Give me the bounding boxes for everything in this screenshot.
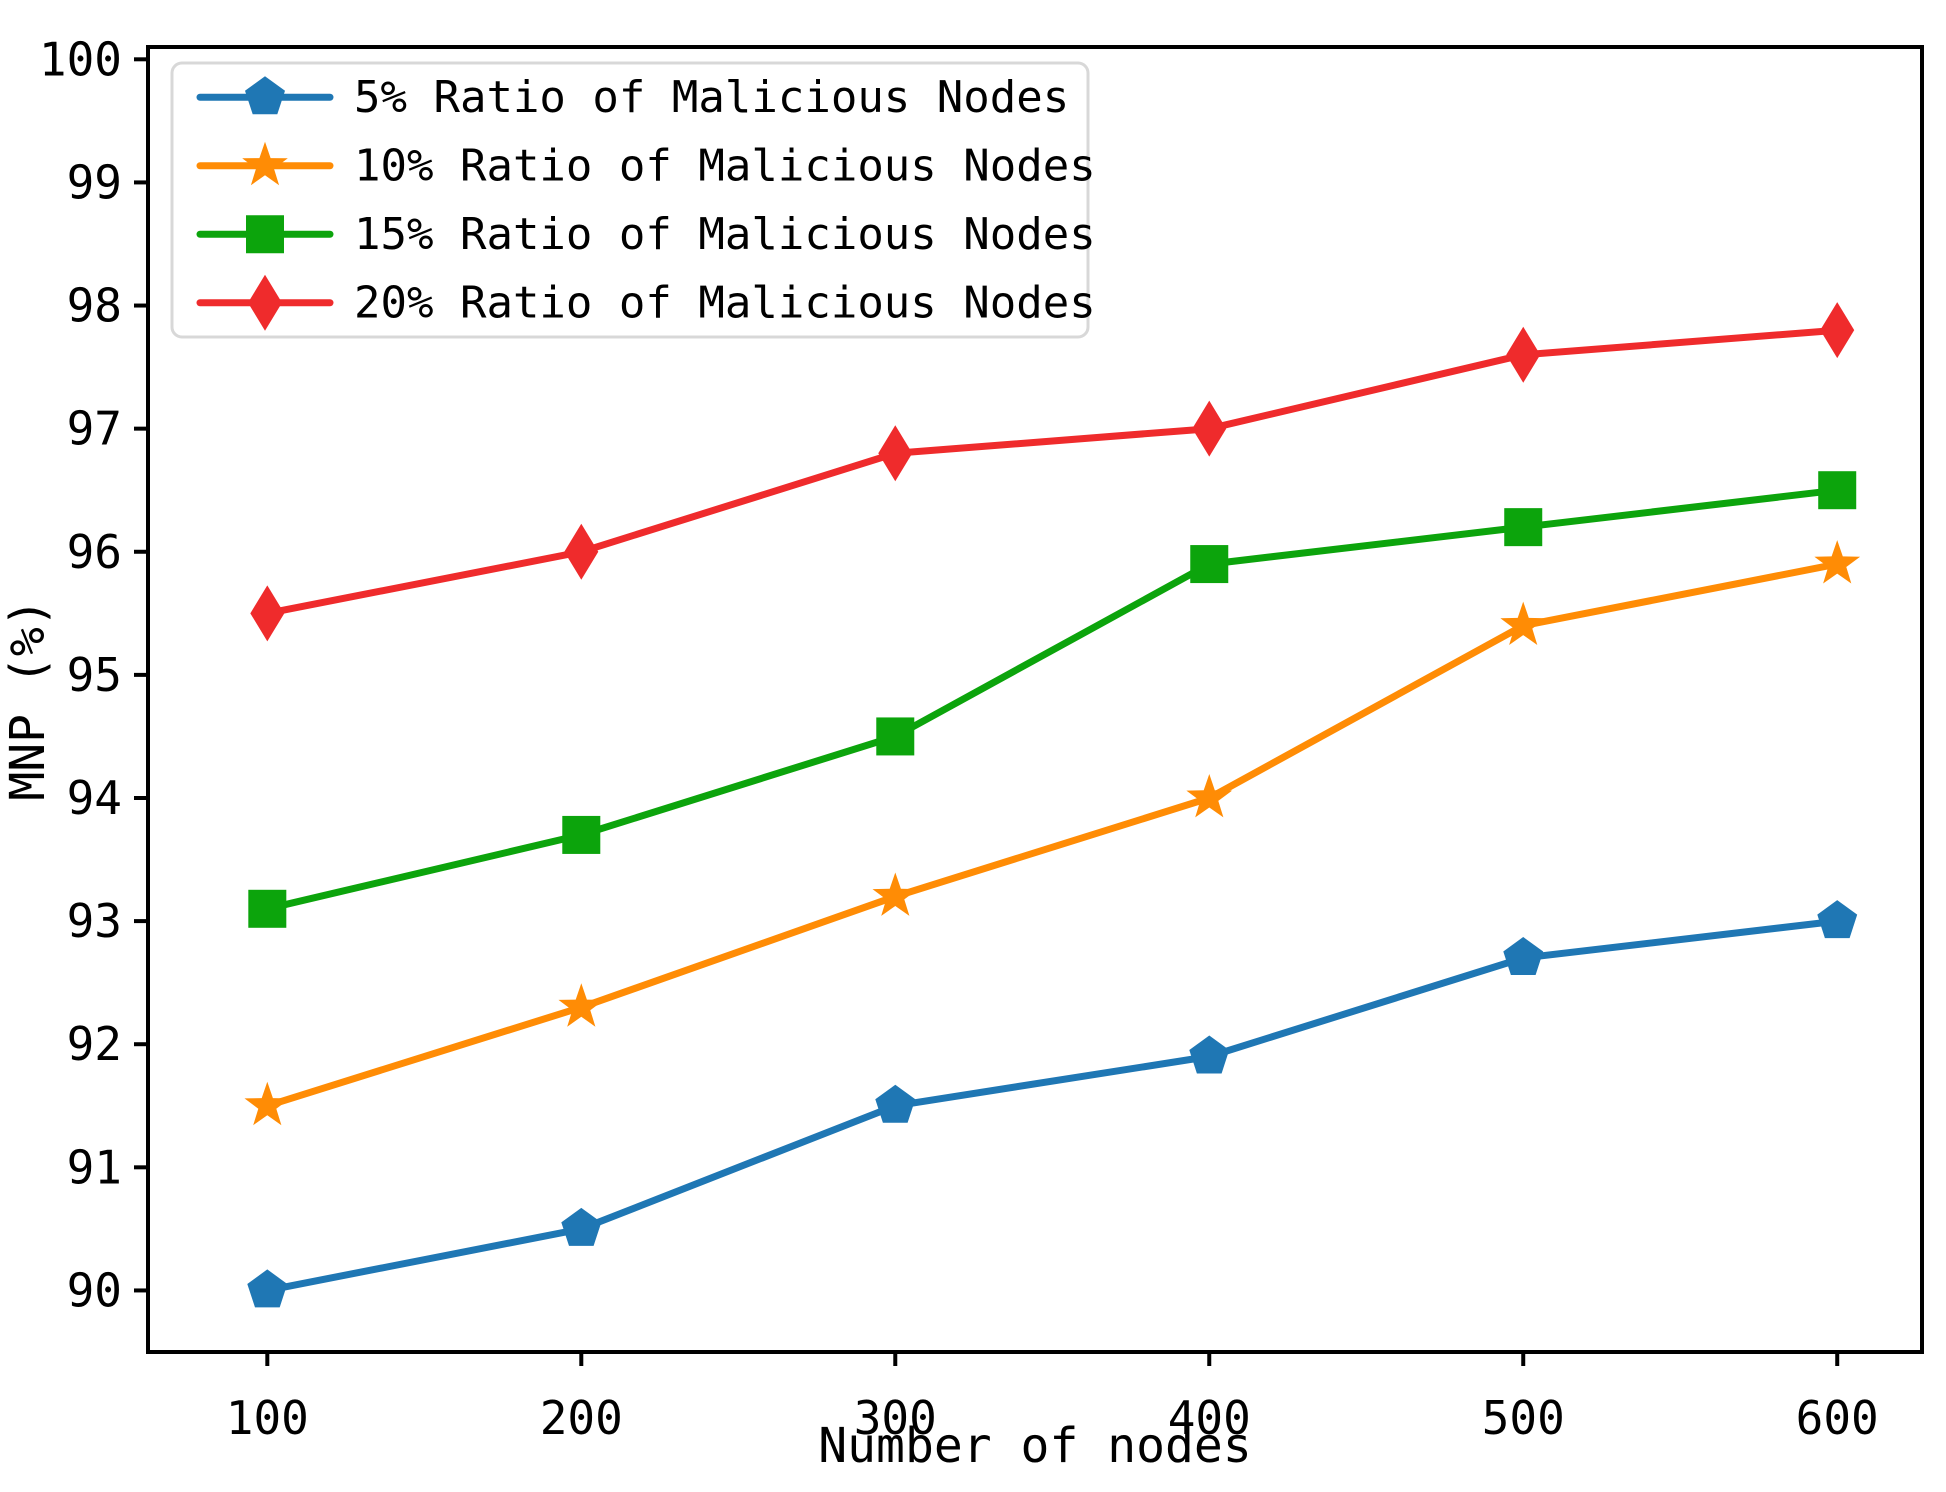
series-layer xyxy=(244,302,1861,1308)
data-point-marker xyxy=(250,585,285,642)
data-point-marker xyxy=(1817,900,1858,939)
axes-layer: 90 91 92 93 94 95 96 97 98 99 100 100 200 300 400 500 60… xyxy=(0,32,1924,1474)
legend: 5% Ratio of Malicious Nodes 10% Ratio of … xyxy=(170,61,1096,339)
data-point-marker xyxy=(878,425,913,482)
legend-box xyxy=(170,61,1090,339)
series-5pct xyxy=(247,900,1858,1308)
series-line xyxy=(263,917,1841,1294)
data-point-marker xyxy=(1818,471,1857,510)
data-point-marker xyxy=(1192,400,1227,457)
x-tick-label: 400 xyxy=(1168,1391,1251,1445)
data-point-marker xyxy=(248,889,287,928)
y-tick-label: 99 xyxy=(67,155,122,209)
y-tick-label: 90 xyxy=(67,1263,122,1317)
series-line xyxy=(263,486,1841,913)
data-point-marker xyxy=(247,1269,288,1308)
legend-label: 10% Ratio of Malicious Nodes xyxy=(354,140,1096,191)
legend-entry: 20% Ratio of Malicious Nodes xyxy=(196,274,1096,331)
y-tick-label: 92 xyxy=(67,1017,122,1071)
legend-entry: 5% Ratio of Malicious Nodes xyxy=(196,72,1069,123)
x-tick-label: 600 xyxy=(1796,1391,1879,1445)
legend-label: 5% Ratio of Malicious Nodes xyxy=(354,72,1069,123)
data-point-marker xyxy=(244,1081,291,1126)
y-tick-label: 91 xyxy=(67,1140,122,1194)
data-point-marker xyxy=(876,717,915,756)
legend-marker-diamond-thin xyxy=(248,274,282,331)
y-tick-label: 98 xyxy=(67,279,122,333)
data-point-marker xyxy=(561,1207,602,1246)
legend-marker-square xyxy=(246,215,284,254)
legend-entry: 10% Ratio of Malicious Nodes xyxy=(196,140,1096,191)
data-point-marker xyxy=(872,872,919,916)
x-tick-label: 100 xyxy=(226,1391,309,1445)
y-tick-label: 94 xyxy=(67,771,122,825)
legend-entry: 15% Ratio of Malicious Nodes xyxy=(196,209,1096,260)
data-point-marker xyxy=(1820,302,1855,359)
data-point-marker xyxy=(1504,508,1543,547)
series-20pct xyxy=(250,302,1855,642)
series-15pct xyxy=(248,471,1857,928)
data-point-marker xyxy=(875,1084,916,1123)
data-point-marker xyxy=(558,983,605,1027)
data-point-marker xyxy=(1190,545,1229,584)
y-tick-label: 97 xyxy=(67,402,122,456)
legend-marker-star xyxy=(242,141,288,186)
data-point-marker xyxy=(1506,326,1541,383)
data-point-marker xyxy=(1500,601,1547,645)
x-tick-label: 200 xyxy=(540,1391,623,1445)
legend-label: 20% Ratio of Malicious Nodes xyxy=(354,277,1096,328)
series-line xyxy=(263,326,1841,617)
y-axis-title: MNP (%) xyxy=(0,598,56,800)
data-point-marker xyxy=(1503,937,1544,975)
legend-marker-pentagon xyxy=(245,76,285,115)
y-tick-label: 93 xyxy=(67,894,122,948)
plot-border xyxy=(146,45,1924,1354)
y-tick-label: 96 xyxy=(67,525,122,579)
x-axis-title: Number of nodes xyxy=(818,1418,1251,1474)
x-tick-label: 300 xyxy=(854,1391,937,1445)
data-point-marker xyxy=(1189,1035,1230,1074)
legend-label: 15% Ratio of Malicious Nodes xyxy=(354,209,1096,260)
series-10pct xyxy=(244,540,1861,1126)
series-line xyxy=(263,560,1841,1110)
data-point-marker xyxy=(1814,540,1861,584)
data-point-marker xyxy=(564,523,599,580)
y-tick-label: 100 xyxy=(39,32,122,86)
data-point-marker xyxy=(1186,774,1233,818)
y-tick-label: 95 xyxy=(67,648,122,702)
data-point-marker xyxy=(562,815,601,854)
x-tick-label: 500 xyxy=(1482,1391,1565,1445)
